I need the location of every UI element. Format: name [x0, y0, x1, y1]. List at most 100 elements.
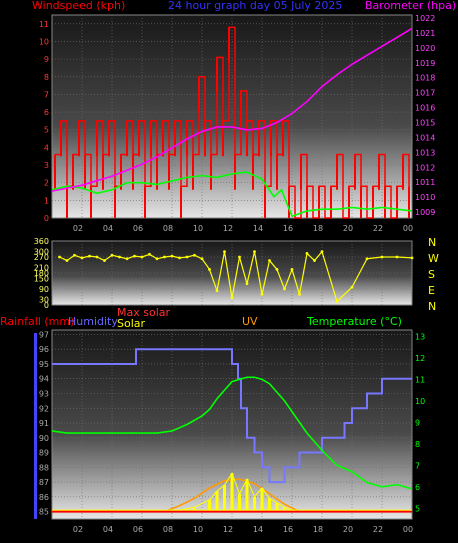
x-tick-label: 20 [343, 224, 353, 233]
humidity-series [52, 348, 412, 484]
y-tick-label: 87 [39, 478, 49, 487]
compass-label: E [428, 284, 435, 297]
wind-direction-segment [298, 253, 308, 295]
x-tick-label: 04 [103, 525, 113, 534]
wind-direction-segment [253, 251, 263, 295]
y-tick-label: 1017 [415, 89, 435, 98]
wind-direction-segment [283, 269, 293, 290]
wind-direction-segment [291, 269, 301, 295]
wind-direction-segment [269, 260, 278, 270]
y-tick-label: 8 [415, 440, 420, 449]
x-tick-label: 02 [73, 525, 83, 534]
y-tick-label: 92 [39, 404, 49, 413]
windspeed-series [55, 26, 410, 219]
max-solar-label: Max solar [117, 306, 170, 319]
wind-direction-segment [306, 253, 315, 261]
y-tick-label: 1016 [415, 104, 435, 113]
wind-direction-segment [66, 254, 75, 262]
barometer-series [51, 27, 413, 192]
wind-direction-segment [321, 251, 338, 302]
y-tick-label: 88 [39, 463, 49, 472]
y-tick-label: 1 [44, 196, 49, 205]
x-tick-label: 18 [313, 224, 323, 233]
windspeed-axis-label: Windspeed (kph) [32, 0, 125, 12]
y-tick-label: 1015 [415, 118, 435, 127]
uv-label: UV [242, 315, 258, 328]
solar-label: Solar [117, 317, 146, 330]
y-tick-label: 12 [415, 354, 425, 363]
x-tick-label: 16 [283, 525, 293, 534]
y-tick-label: 94 [39, 375, 49, 384]
wind-direction-segment [351, 258, 368, 288]
panel3-x-axis-ticks: 02 04 06 08 10 12 14 16 18 20 22 00 [73, 525, 413, 534]
y-tick-label: 5 [44, 126, 49, 135]
y-tick-label: 90 [39, 434, 49, 443]
wind-direction-segment [104, 254, 113, 262]
y-tick-label: 2 [44, 179, 49, 188]
wind-direction-point [410, 256, 414, 260]
panel1-x-axis-ticks: 02 04 06 08 10 12 14 16 18 20 22 00 [73, 224, 413, 233]
x-tick-label: 08 [163, 525, 173, 534]
y-tick-label: 95 [39, 360, 49, 369]
panel1-right-axis-ticks: 1009 1010 1011 1012 1013 1014 1015 1016 1017 1018… [415, 14, 435, 217]
y-tick-label: 1018 [415, 74, 435, 83]
compass-label: W [428, 252, 439, 265]
wind-direction-segment [208, 269, 218, 291]
y-tick-label: 0 [44, 301, 49, 310]
y-tick-label: 89 [39, 449, 49, 458]
y-tick-label: 1021 [415, 29, 435, 38]
x-tick-label: 00 [403, 224, 413, 233]
x-tick-label: 18 [313, 525, 323, 534]
panel2-gridlines [52, 240, 413, 306]
panel3-left-axis-ticks: 85 86 87 88 89 90 91 92 93 94 95 96 97 [39, 330, 49, 516]
x-tick-label: 12 [223, 525, 233, 534]
wind-direction-segment [261, 260, 271, 295]
x-tick-label: 08 [163, 224, 173, 233]
temperature-axis-label: Temperature (°C) [306, 315, 402, 328]
x-tick-label: 06 [133, 525, 143, 534]
x-tick-label: 14 [253, 525, 263, 534]
y-tick-label: 270 [34, 253, 49, 262]
wind-direction-segment [366, 256, 383, 260]
wind-direction-segment [149, 253, 158, 260]
panel3-right-axis-ticks: 5 6 7 8 9 10 11 12 13 [415, 332, 425, 513]
y-tick-label: 6 [44, 108, 49, 117]
panel1-left-axis-ticks: 0 1 2 3 4 5 6 7 8 9 10 11 [39, 20, 49, 223]
panel1-series [51, 26, 413, 219]
y-tick-label: 150 [34, 274, 49, 283]
x-tick-label: 16 [283, 224, 293, 233]
x-tick-label: 06 [133, 224, 143, 233]
x-tick-label: 10 [193, 525, 203, 534]
y-tick-label: 1012 [415, 163, 435, 172]
wind-direction-segment [223, 251, 233, 298]
rainfall-axis-label: Rainfall (mm) [0, 315, 74, 328]
average-wind-series [51, 171, 413, 218]
y-tick-label: 11 [415, 375, 425, 384]
y-tick-label: 30 [39, 296, 49, 305]
panel1-gridlines [52, 15, 413, 219]
compass-label: N [428, 300, 436, 313]
chart-title: 24 hour graph day 05 July 2025 [168, 0, 342, 12]
y-tick-label: 360 [34, 237, 49, 246]
y-tick-label: 1010 [415, 193, 435, 202]
y-tick-label: 9 [415, 418, 420, 427]
y-tick-label: 180 [34, 269, 49, 278]
y-tick-label: 1014 [415, 133, 435, 142]
y-tick-label: 3 [44, 161, 49, 170]
y-tick-label: 7 [415, 461, 420, 470]
y-tick-label: 86 [39, 493, 49, 502]
x-tick-label: 14 [253, 224, 263, 233]
compass-label: S [428, 268, 435, 281]
wind-direction-segment [336, 286, 353, 302]
wind-direction-segment [216, 251, 226, 291]
y-tick-label: 1009 [415, 208, 435, 217]
x-tick-label: 04 [103, 224, 113, 233]
wind-direction-segment [276, 269, 286, 290]
y-tick-label: 1013 [415, 148, 435, 157]
y-tick-label: 6 [415, 483, 420, 492]
y-tick-label: 91 [39, 419, 49, 428]
